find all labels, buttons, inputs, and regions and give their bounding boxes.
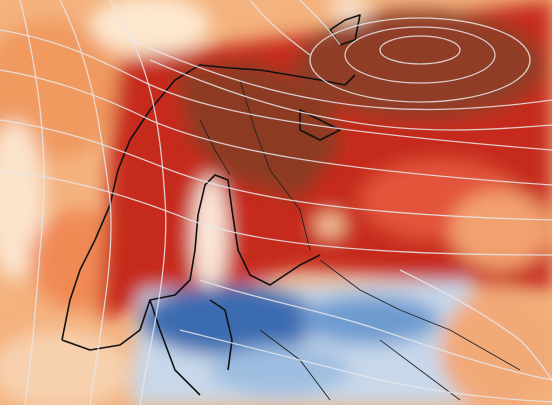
bothnia-coast <box>61 174 321 351</box>
streamline <box>179 329 552 403</box>
streamline <box>344 26 496 84</box>
streamline <box>0 69 552 186</box>
streamline <box>199 279 552 381</box>
baltic-coast <box>149 299 201 396</box>
streamline <box>19 0 45 405</box>
coastlines <box>61 14 521 401</box>
streamline <box>399 269 552 381</box>
streamline <box>59 0 112 405</box>
streamline <box>129 39 552 111</box>
streamline <box>309 17 531 103</box>
streamline <box>249 0 311 56</box>
white-sea <box>299 109 341 141</box>
streamline <box>0 29 552 151</box>
streamline <box>0 169 552 256</box>
streamline <box>149 59 552 131</box>
borders <box>199 79 521 401</box>
streamline <box>379 35 461 65</box>
gotland-coast <box>209 299 233 371</box>
streamline <box>0 119 552 221</box>
norway-coast <box>61 64 356 341</box>
streamline <box>109 0 167 405</box>
streamline <box>299 0 341 46</box>
